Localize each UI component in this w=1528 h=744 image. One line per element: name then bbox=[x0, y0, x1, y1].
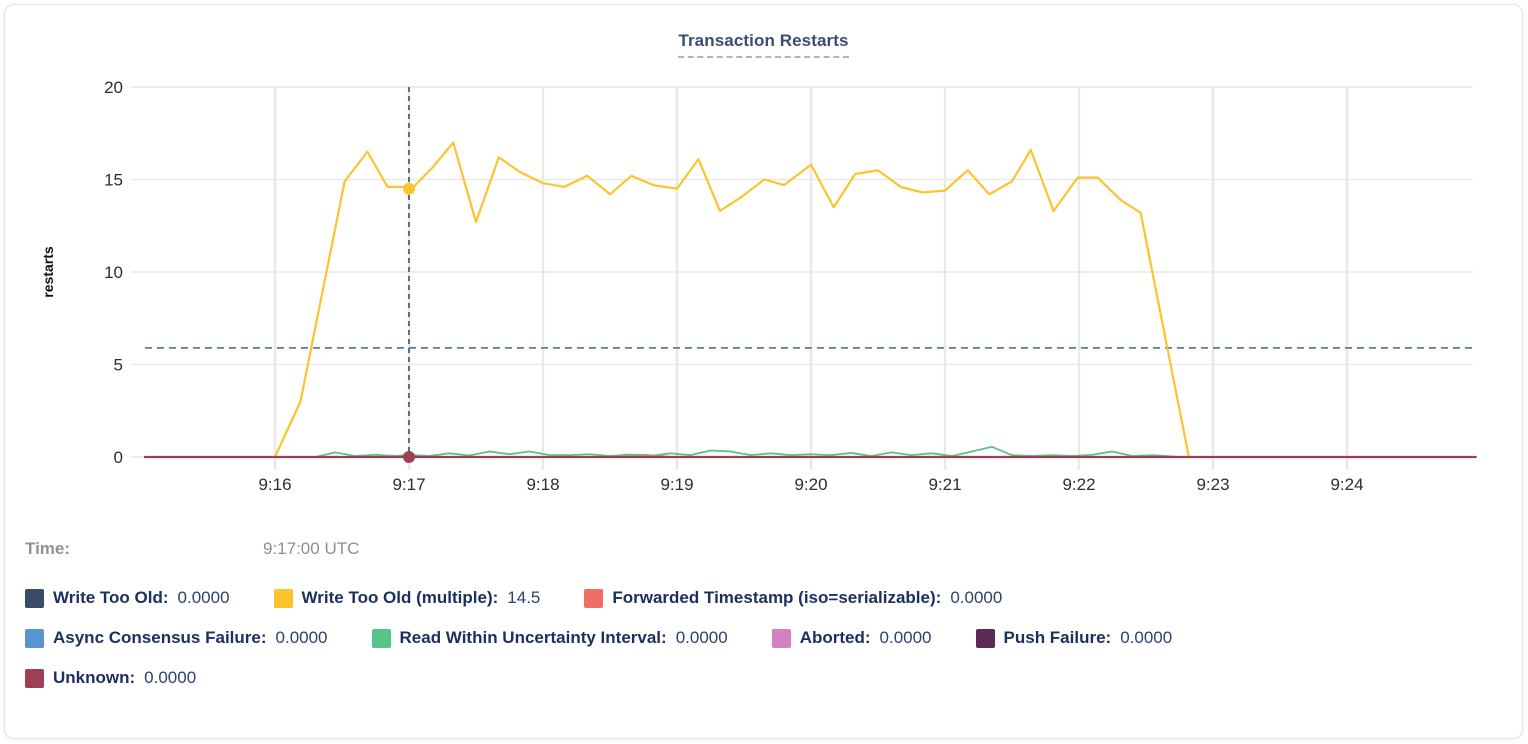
x-tick-label: 9:24 bbox=[1330, 475, 1363, 494]
legend-item-value: 0.0000 bbox=[275, 628, 328, 647]
hover-time-row: Time: 9:17:00 UTC bbox=[25, 539, 1502, 559]
time-label: Time: bbox=[25, 539, 71, 558]
x-tick-label: 9:22 bbox=[1062, 475, 1095, 494]
legend-item-forwarded-timestamp[interactable]: Forwarded Timestamp (iso=serializable): … bbox=[584, 588, 1002, 608]
crosshair-dot bbox=[403, 451, 415, 463]
legend-row-2: Async Consensus Failure: 0.0000 Read Wit… bbox=[25, 628, 1502, 648]
y-tick-label: 10 bbox=[104, 263, 123, 282]
legend-area: Time: 9:17:00 UTC Write Too Old: 0.0000 … bbox=[5, 513, 1522, 708]
x-tick-label: 9:21 bbox=[928, 475, 961, 494]
legend-row-3: Unknown: 0.0000 bbox=[25, 668, 1502, 688]
legend-swatch bbox=[584, 588, 604, 608]
legend-item-label: Write Too Old: bbox=[53, 588, 169, 607]
legend-swatch bbox=[371, 628, 391, 648]
y-tick-label: 0 bbox=[114, 448, 123, 467]
x-tick-label: 9:17 bbox=[392, 475, 425, 494]
legend-item-push-failure[interactable]: Push Failure: 0.0000 bbox=[975, 628, 1173, 648]
time-value: 9:17:00 UTC bbox=[263, 539, 360, 558]
legend-row-1: Write Too Old: 0.0000 Write Too Old (mul… bbox=[25, 588, 1502, 608]
y-tick-label: 20 bbox=[104, 78, 123, 97]
legend-item-label: Unknown: bbox=[53, 668, 136, 687]
legend-swatch bbox=[25, 628, 44, 648]
metrics-chart-card: 0 5 10 15 20 9:16 9:17 9:18 9:19 9:20 9:21 9:22 9:23… bbox=[4, 4, 1523, 739]
legend-item-label: Read Within Uncertainty Interval: bbox=[399, 628, 667, 647]
legend-item-label: Push Failure: bbox=[1003, 628, 1112, 647]
legend-item-read-within-uncertainty[interactable]: Read Within Uncertainty Interval: 0.0000 bbox=[371, 628, 728, 648]
legend-item-label: Forwarded Timestamp (iso=serializable): bbox=[612, 588, 942, 607]
legend-item-write-too-old-multiple[interactable]: Write Too Old (multiple): 14.5 bbox=[273, 588, 541, 608]
chart-title: Transaction Restarts bbox=[678, 31, 849, 58]
legend-item-value: 0.0000 bbox=[950, 588, 1003, 607]
legend-item-label: Aborted: bbox=[799, 628, 871, 647]
legend-swatch bbox=[975, 628, 995, 648]
legend-item-value: 0.0000 bbox=[144, 668, 197, 687]
legend-item-value: 0.0000 bbox=[1120, 628, 1173, 647]
x-tick-label: 9:23 bbox=[1196, 475, 1229, 494]
x-tick-label: 9:19 bbox=[660, 475, 693, 494]
series-line bbox=[144, 445, 1477, 458]
chart-area: 0 5 10 15 20 9:16 9:17 9:18 9:19 9:20 9:21 9:22 9:23… bbox=[5, 5, 1522, 513]
legend-item-label: Write Too Old (multiple): bbox=[301, 588, 499, 607]
legend-item-label: Async Consensus Failure: bbox=[53, 628, 267, 647]
legend-item-value: 14.5 bbox=[507, 588, 541, 607]
series-line bbox=[273, 141, 1190, 459]
x-tick-label: 9:18 bbox=[526, 475, 559, 494]
legend-item-async-consensus-failure[interactable]: Async Consensus Failure: 0.0000 bbox=[25, 628, 328, 648]
y-tick-label: 15 bbox=[104, 171, 123, 190]
transaction-restarts-plot[interactable]: 0 5 10 15 20 9:16 9:17 9:18 9:19 9:20 9:21 9:22 9:23… bbox=[5, 5, 1522, 513]
crosshair-dot bbox=[403, 182, 415, 195]
legend-swatch bbox=[25, 668, 44, 688]
legend-item-write-too-old[interactable]: Write Too Old: 0.0000 bbox=[25, 588, 230, 608]
x-tick-label: 9:20 bbox=[794, 475, 827, 494]
legend-item-value: 0.0000 bbox=[177, 588, 230, 607]
legend-item-unknown[interactable]: Unknown: 0.0000 bbox=[25, 668, 196, 688]
legend-swatch bbox=[273, 588, 293, 608]
legend-item-value: 0.0000 bbox=[879, 628, 932, 647]
y-tick-label: 5 bbox=[114, 356, 123, 375]
legend-swatch bbox=[25, 588, 44, 608]
legend-swatch bbox=[771, 628, 791, 648]
x-tick-label: 9:16 bbox=[258, 475, 291, 494]
legend-item-aborted[interactable]: Aborted: 0.0000 bbox=[771, 628, 932, 648]
legend-item-value: 0.0000 bbox=[675, 628, 728, 647]
y-axis-label: restarts bbox=[40, 246, 56, 298]
